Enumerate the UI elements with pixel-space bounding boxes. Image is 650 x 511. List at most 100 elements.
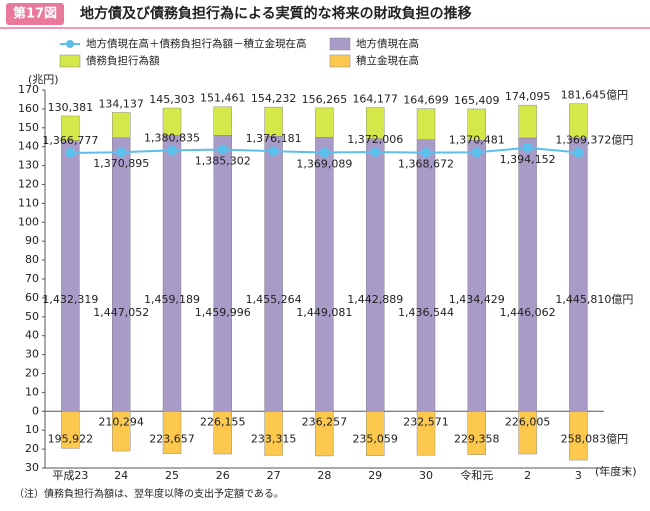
bar-segment: [315, 107, 334, 138]
y-tick-label: 10: [25, 385, 39, 398]
bar-segment: [162, 411, 182, 454]
bar-segment: [162, 107, 182, 136]
y-tick-label: 30: [25, 348, 39, 361]
line-marker: [217, 144, 228, 155]
x-tick-label: 3: [575, 469, 582, 482]
bar-segment: [264, 106, 283, 137]
x-tick-label: 24: [114, 469, 128, 482]
legend-swatch: [329, 37, 351, 51]
data-label: 226,005: [505, 416, 551, 429]
line-marker: [65, 147, 76, 158]
bar-segment: [416, 139, 436, 412]
data-label: 235,059: [352, 433, 398, 446]
line-marker: [573, 147, 584, 158]
line-marker: [116, 147, 127, 158]
y-tick-label: 20: [25, 442, 39, 455]
x-tick-label: 令和元: [460, 468, 493, 482]
data-label: 195,922: [48, 433, 94, 446]
y-tick-label: 90: [25, 234, 39, 247]
y-tick-label: 40: [25, 329, 39, 342]
line-marker: [421, 147, 431, 158]
data-label: 1,455,264: [246, 293, 302, 306]
bar-segment: [213, 411, 233, 455]
bar-segment: [467, 411, 486, 455]
data-label: 1,372,006: [347, 133, 403, 146]
bar-segment: [213, 106, 233, 136]
line-marker: [522, 142, 533, 153]
x-tick-label: 2: [524, 469, 531, 482]
note: （注）債務負担行為額は、翌年度以降の支出予定額である。: [14, 487, 284, 500]
bar-segment: [569, 137, 588, 412]
data-label: 233,315: [251, 433, 297, 446]
data-label: 174,095: [505, 90, 551, 103]
y-tick-label: 170: [18, 83, 39, 96]
x-tick-label: 28: [317, 469, 331, 482]
y-tick-label: 150: [18, 121, 39, 134]
line-marker: [319, 147, 330, 158]
bar-segment: [416, 411, 436, 456]
y-tick-label: 100: [18, 215, 39, 228]
data-label: 130,381: [48, 101, 94, 114]
legend-label: 債務負担行為額: [86, 54, 160, 67]
data-label: 1,369,372億円: [555, 133, 633, 146]
y-tick-label: 30: [25, 461, 39, 474]
data-label: 154,232: [251, 92, 297, 105]
data-label: 236,257: [302, 416, 348, 429]
data-label: 1,447,052: [93, 306, 149, 319]
data-label: 1,436,544: [398, 306, 454, 319]
bar-segment: [264, 411, 283, 456]
bar-segment: [518, 411, 537, 455]
bar-segment: [366, 411, 385, 456]
y-tick-label: 160: [18, 102, 39, 115]
figure-number: 第17図: [13, 6, 57, 22]
data-label: 1,449,081: [296, 306, 352, 319]
bar-segment: [111, 411, 131, 452]
data-label: 258,083億円: [561, 433, 629, 446]
legend-label: 地方債現在高＋債務負担行為額－積立金現在高: [86, 37, 307, 50]
bar-segment: [213, 135, 233, 412]
y-tick-label: 140: [18, 140, 39, 153]
bar-segment: [61, 140, 80, 412]
data-label: 229,358: [454, 433, 500, 446]
data-label: 1,368,672: [398, 158, 454, 171]
bar-segment: [61, 411, 80, 449]
legend-swatch: [59, 54, 81, 68]
data-label: 164,699: [403, 94, 449, 107]
data-label: 134,137: [98, 97, 144, 110]
y-tick-label: 70: [25, 272, 39, 285]
bar-segment: [518, 137, 537, 412]
legend-label: 積立金現在高: [356, 54, 419, 67]
data-label: 181,645億円: [561, 89, 629, 102]
y-tick-label: 10: [25, 423, 39, 436]
y-tick-label: 120: [18, 178, 39, 191]
y-tick-label: 0: [32, 404, 39, 417]
data-label: 1,370,481: [449, 133, 505, 146]
data-label: 223,657: [149, 433, 195, 446]
line-marker: [370, 146, 381, 157]
x-tick-label: 27: [267, 469, 281, 482]
data-label: 1,369,089: [296, 158, 352, 171]
data-label: 1,380,835: [144, 131, 200, 144]
line-marker: [471, 147, 482, 158]
legend-label: 地方債現在高: [356, 37, 419, 50]
line-marker: [167, 145, 177, 156]
data-label: 210,294: [98, 416, 144, 429]
data-label: 145,303: [149, 93, 195, 106]
data-label: 1,432,319: [42, 293, 98, 306]
bar-segment: [366, 138, 385, 412]
bar-segment: [569, 411, 588, 461]
data-label: 156,265: [302, 93, 348, 106]
bar-segment: [416, 108, 436, 140]
legend-swatch: [329, 54, 351, 68]
data-label: 1,366,777: [42, 134, 98, 147]
data-label: 226,155: [200, 416, 246, 429]
bar-segment: [366, 107, 385, 139]
y-tick-label: 50: [25, 310, 39, 323]
x-tick-label: 29: [368, 469, 382, 482]
bar-segment: [61, 115, 80, 141]
y-tick-label: 60: [25, 291, 39, 304]
chart-title: 地方債及び債務負担行為による実質的な将来の財政負担の推移: [80, 5, 472, 22]
data-label: 1,370,895: [93, 157, 149, 170]
bar-segment: [569, 103, 588, 139]
x-tick-label: 平成23: [52, 469, 88, 482]
